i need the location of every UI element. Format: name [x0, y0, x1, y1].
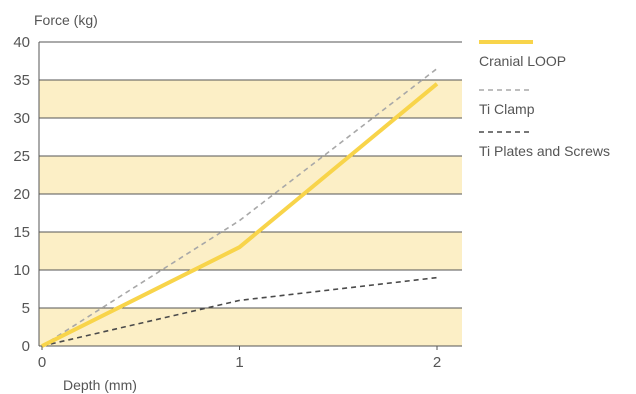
- y-tick-label: 35: [13, 72, 30, 89]
- series-lines: [41, 67, 439, 348]
- x-tick-label: 1: [235, 354, 243, 371]
- series-line-cranial-loop: [41, 82, 439, 348]
- background-bands: [39, 41, 462, 346]
- y-tick-label: 0: [22, 338, 30, 355]
- y-tick-label: 25: [13, 148, 30, 165]
- y-axis-label: Force (kg): [34, 12, 98, 28]
- y-tick-label: 20: [13, 186, 30, 203]
- y-tick-label: 30: [13, 110, 30, 127]
- axes: [38, 42, 462, 347]
- x-tick-label: 0: [38, 354, 46, 371]
- band: [39, 156, 462, 194]
- legend-label: Ti Plates and Screws: [479, 143, 610, 159]
- x-tick-label: 2: [433, 354, 441, 371]
- x-axis-label: Depth (mm): [63, 377, 137, 393]
- y-tick-label: 40: [13, 34, 30, 51]
- legend-label: Cranial LOOP: [479, 53, 566, 69]
- legend-label: Ti Clamp: [479, 101, 535, 117]
- series-line-ti-clamp: [41, 67, 438, 347]
- x-tick-labels: 0 1 2: [38, 346, 441, 371]
- y-tick-labels: 0 5 10 15 20 25 30 35 40: [13, 34, 30, 355]
- series-line-ti-plates-and-screws: [41, 276, 438, 347]
- y-tick-label: 5: [22, 300, 30, 317]
- y-tick-label: 10: [13, 262, 30, 279]
- y-tick-label: 15: [13, 224, 30, 241]
- legend: Cranial LOOP Ti Clamp Ti Plates and Screws: [479, 40, 610, 159]
- band: [39, 80, 462, 118]
